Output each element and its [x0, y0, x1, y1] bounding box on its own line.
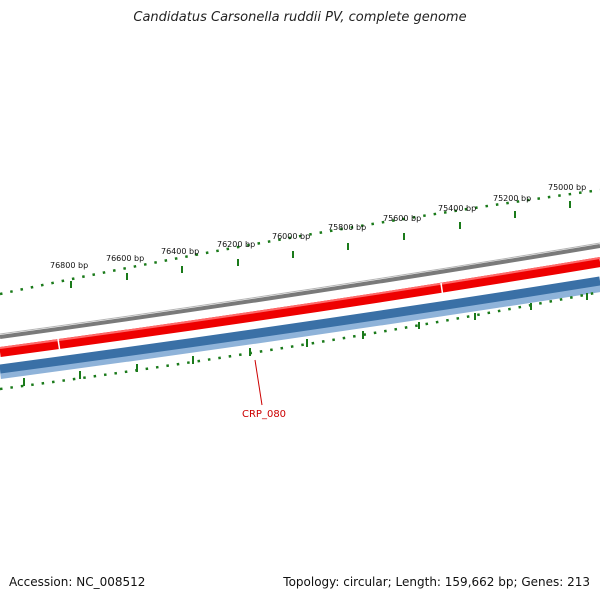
genome-summary: Topology: circular; Length: 159,662 bp; … — [283, 575, 590, 589]
tick-label-75600: 75600 bp — [383, 214, 421, 223]
tick-label-75200: 75200 bp — [493, 194, 531, 203]
tick-label-75400: 75400 bp — [438, 204, 476, 213]
backbone-highlight — [0, 242, 600, 335]
inner-scale-ring — [0, 290, 600, 391]
genome-backbone — [0, 244, 600, 339]
inner-major-ticks — [23, 293, 588, 386]
tick-label-76400: 76400 bp — [161, 247, 199, 256]
forward-gene-boundary — [57, 338, 61, 353]
tick-label-76600: 76600 bp — [106, 254, 144, 263]
gene-label-crp-080[interactable]: CRP_080 — [242, 409, 286, 420]
tick-label-76000: 76000 bp — [272, 232, 310, 241]
tick-label-75800: 75800 bp — [328, 223, 366, 232]
genome-title: Candidatus Carsonella ruddii PV, complet… — [133, 10, 467, 25]
forward-gene-highlight — [0, 257, 600, 349]
forward-gene-boundary — [440, 282, 444, 298]
gene-label-leader — [254, 359, 263, 406]
tick-label-76800: 76800 bp — [50, 261, 88, 270]
tick-label-75000: 75000 bp — [548, 183, 586, 192]
accession-label: Accession: NC_008512 — [9, 575, 146, 589]
tick-label-76200: 76200 bp — [217, 240, 255, 249]
forward-gene-feature — [0, 257, 600, 357]
reverse-gene-feature — [0, 276, 600, 374]
outer-major-ticks — [70, 201, 571, 288]
